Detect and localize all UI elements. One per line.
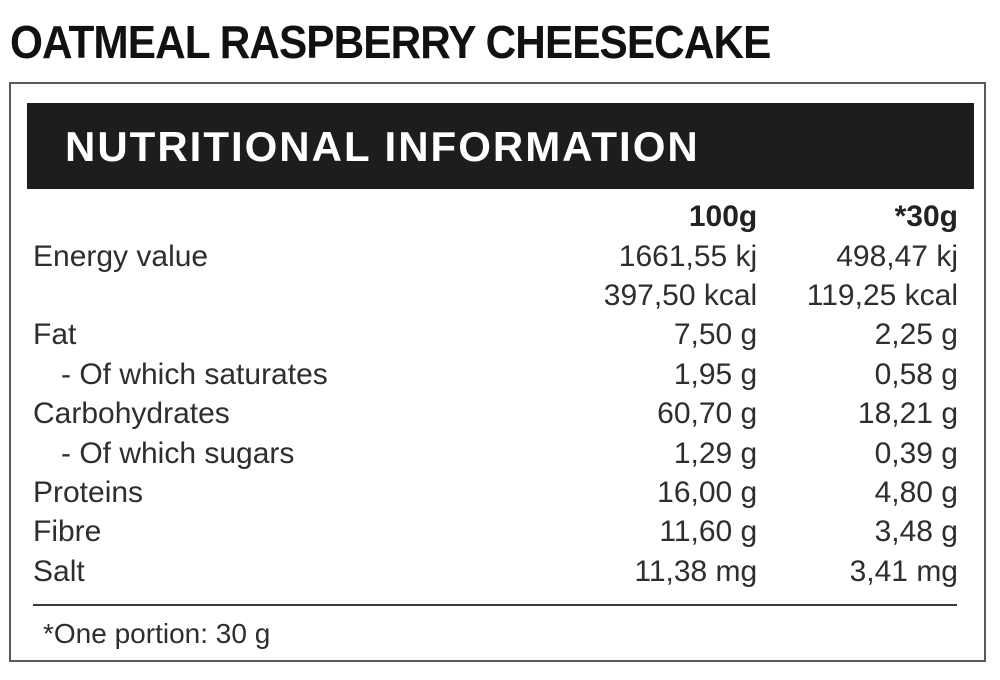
per-100g-column-header: 100g (688, 200, 758, 234)
nutrition-heading: NUTRITIONAL INFORMATION (65, 123, 700, 170)
nutrition-header-bar: NUTRITIONAL INFORMATION (27, 103, 974, 189)
value-per-portion: 0,58 g (874, 357, 958, 391)
portion-footnote: *One portion: 30 g (43, 618, 271, 649)
per-portion-column-header: *30g (894, 200, 958, 234)
nutrition-table: 100g *30g Energy value 1661,55 kj 498,47… (33, 197, 958, 591)
nutrient-name: Proteins (33, 475, 144, 509)
value-per-100g: 7,50 g (673, 318, 758, 352)
value-per-portion: 4,80 g (874, 475, 958, 509)
column-header-row: 100g *30g (33, 197, 958, 236)
nutrition-row-sugars: - Of which sugars 1,29 g 0,39 g (33, 433, 958, 472)
value-per-portion: 119,25 kcal (806, 278, 958, 312)
value-per-100g: 1661,55 kj (618, 239, 758, 273)
nutrient-name: Salt (33, 554, 85, 588)
value-per-portion: 2,25 g (874, 318, 958, 352)
nutrient-name: - Of which saturates (61, 357, 328, 391)
footnote-divider (33, 604, 957, 606)
nutrient-name: Carbohydrates (33, 397, 230, 431)
nutrition-row-proteins: Proteins 16,00 g 4,80 g (33, 473, 958, 512)
value-per-portion: 18,21 g (857, 397, 958, 431)
nutrition-row-salt: Salt 11,38 mg 3,41 mg (33, 552, 958, 591)
value-per-100g: 16,00 g (657, 475, 758, 509)
nutrient-name: Fat (33, 318, 77, 352)
nutrition-row-carbohydrates: Carbohydrates 60,70 g 18,21 g (33, 394, 958, 433)
nutrient-name (33, 276, 543, 315)
value-per-100g: 60,70 g (657, 397, 758, 431)
value-per-portion: 3,41 mg (849, 554, 958, 588)
product-title: OATMEAL RASPBERRY CHEESECAKE (10, 16, 771, 68)
value-per-100g: 11,60 g (659, 515, 758, 549)
nutrition-row-saturates: - Of which saturates 1,95 g 0,58 g (33, 355, 958, 394)
nutrient-name: Fibre (33, 515, 102, 549)
nutrition-label-panel: NUTRITIONAL INFORMATION 100g *30g Energy… (9, 82, 986, 662)
nutrient-column-header (33, 197, 543, 236)
value-per-portion: 498,47 kj (836, 239, 958, 273)
value-per-100g: 11,38 mg (634, 554, 758, 588)
value-per-100g: 397,50 kcal (603, 278, 758, 312)
nutrition-row-energy-kj: Energy value 1661,55 kj 498,47 kj (33, 236, 958, 275)
value-per-100g: 1,95 g (673, 357, 758, 391)
value-per-portion: 0,39 g (874, 436, 958, 470)
nutrient-name: Energy value (33, 239, 209, 273)
value-per-portion: 3,48 g (874, 515, 958, 549)
value-per-100g: 1,29 g (673, 436, 758, 470)
nutrient-name: - Of which sugars (61, 436, 295, 470)
nutrition-row-fat: Fat 7,50 g 2,25 g (33, 315, 958, 354)
nutrition-row-fibre: Fibre 11,60 g 3,48 g (33, 512, 958, 551)
nutrition-row-energy-kcal: 397,50 kcal 119,25 kcal (33, 276, 958, 315)
